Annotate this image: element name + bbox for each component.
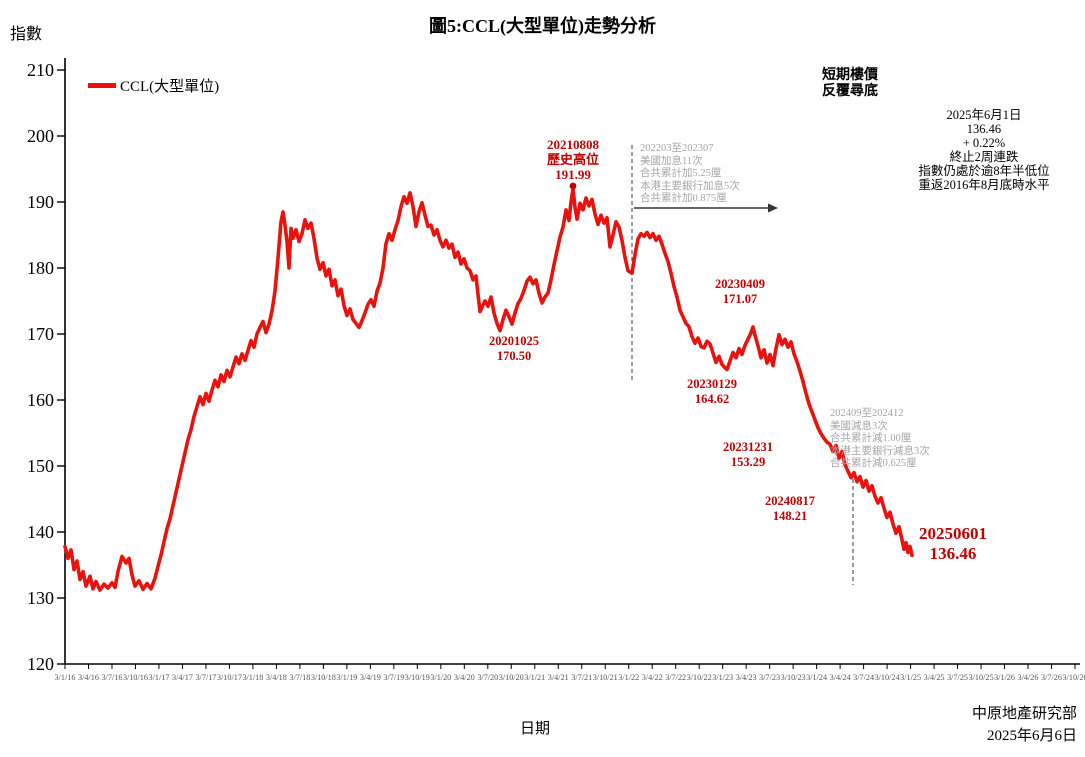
x-tick-label: 3/1/20	[430, 673, 451, 682]
y-tick-label: 120	[27, 654, 54, 674]
x-tick-label: 3/7/17	[195, 673, 216, 682]
source-note: 中原地產研究部 2025年6月6日	[972, 703, 1077, 747]
annotation-rate-cut-note: 202409至202412 美國減息3次 合共累計減1.00厘 本港主要銀行減息3次合…	[830, 408, 930, 469]
x-tick-label: 3/10/21	[593, 673, 618, 682]
x-tick-label: 3/10/25	[969, 673, 994, 682]
x-tick-label: 3/4/17	[172, 673, 193, 682]
x-tick-label: 3/7/26	[1041, 673, 1062, 682]
x-tick-label: 3/7/18	[289, 673, 310, 682]
x-tick-label: 3/4/24	[830, 673, 851, 682]
legend-label: CCL(大型單位)	[120, 79, 220, 95]
annotation-20230409: 20230409 171.07	[715, 277, 765, 306]
y-tick-label: 140	[27, 522, 54, 542]
legend: CCL(大型單位)	[88, 75, 219, 96]
annotation-20240817: 20240817 148.21	[765, 494, 815, 523]
y-tick-label: 210	[27, 60, 54, 80]
x-tick-label: 3/4/20	[454, 673, 475, 682]
x-tick-label: 3/7/22	[665, 673, 686, 682]
x-tick-label: 3/4/26	[1018, 673, 1039, 682]
x-tick-label: 3/4/18	[266, 673, 287, 682]
annotation-20230129: 20230129 164.62	[687, 377, 737, 406]
x-tick-label: 3/1/16	[55, 673, 76, 682]
source-org: 中原地產研究部	[971, 706, 1077, 722]
legend-line-swatch	[88, 83, 116, 88]
x-tick-label: 3/1/17	[148, 673, 169, 682]
y-axis-title: 指數	[10, 26, 43, 43]
y-tick-label: 200	[27, 126, 54, 146]
annotation-latest-info-block: 2025年6月1日 136.46 + 0.22% 終止2周連跌 指數仍處於逾8年半低位重…	[918, 108, 1050, 192]
x-tick-label: 3/1/24	[806, 673, 827, 682]
annotation-20231231: 20231231 153.29	[723, 440, 773, 469]
y-tick-label: 190	[27, 192, 54, 212]
x-tick-label: 3/10/22	[687, 673, 712, 682]
x-axis-title: 日期	[520, 721, 551, 737]
x-tick-label: 3/7/24	[853, 673, 874, 682]
x-tick-label: 3/10/17	[217, 673, 242, 682]
x-tick-label: 3/10/26	[1062, 673, 1085, 682]
y-tick-label: 180	[27, 258, 54, 278]
annotation-short-term-headline: 短期樓價 反覆尋底	[822, 68, 878, 99]
x-tick-label: 3/1/25	[900, 673, 921, 682]
x-tick-label: 3/4/16	[78, 673, 99, 682]
x-tick-label: 3/4/19	[360, 673, 381, 682]
x-tick-label: 3/7/20	[477, 673, 498, 682]
chart-title: 圖5:CCL(大型單位)走勢分析	[429, 16, 656, 36]
x-tick-label: 3/7/21	[571, 673, 592, 682]
historic-high-marker	[569, 182, 577, 190]
x-tick-label: 3/10/24	[875, 673, 900, 682]
y-tick-label: 150	[27, 456, 54, 476]
y-tick-label: 160	[27, 390, 54, 410]
x-tick-label: 3/7/16	[102, 673, 123, 682]
x-tick-label: 3/1/18	[242, 673, 263, 682]
x-tick-label: 3/7/23	[759, 673, 780, 682]
arrow-head-icon	[768, 203, 778, 213]
y-tick-label: 170	[27, 324, 54, 344]
x-tick-label: 3/1/19	[336, 673, 357, 682]
annotation-20201025: 20201025 170.50	[489, 334, 539, 363]
x-tick-label: 3/1/23	[712, 673, 733, 682]
annotation-rate-hike-note: 202203至202307 美國加息11次 合共累計加5.25厘 本港主要銀行加息5次…	[640, 143, 740, 204]
x-tick-label: 3/10/19	[405, 673, 430, 682]
x-tick-label: 3/7/19	[383, 673, 404, 682]
x-tick-label: 3/4/23	[736, 673, 757, 682]
x-tick-label: 3/10/16	[123, 673, 148, 682]
x-tick-label: 3/4/21	[548, 673, 569, 682]
annotation-20250601: 20250601 136.46	[919, 524, 987, 563]
x-tick-label: 3/10/23	[781, 673, 806, 682]
annotation-historic-high: 20210808 歷史高位 191.99	[546, 137, 600, 182]
x-tick-label: 3/4/25	[924, 673, 945, 682]
x-tick-label: 3/10/20	[499, 673, 524, 682]
x-tick-label: 3/4/22	[642, 673, 663, 682]
ccl-line-series	[63, 187, 914, 592]
x-tick-label: 3/1/26	[994, 673, 1015, 682]
y-tick-label: 130	[27, 588, 54, 608]
x-tick-label: 3/7/25	[947, 673, 968, 682]
x-tick-label: 3/10/18	[311, 673, 336, 682]
source-date: 2025年6月6日	[986, 728, 1077, 744]
x-tick-label: 3/1/21	[524, 673, 545, 682]
x-tick-label: 3/1/22	[618, 673, 639, 682]
